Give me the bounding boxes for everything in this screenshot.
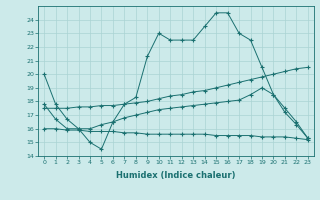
X-axis label: Humidex (Indice chaleur): Humidex (Indice chaleur) [116,171,236,180]
